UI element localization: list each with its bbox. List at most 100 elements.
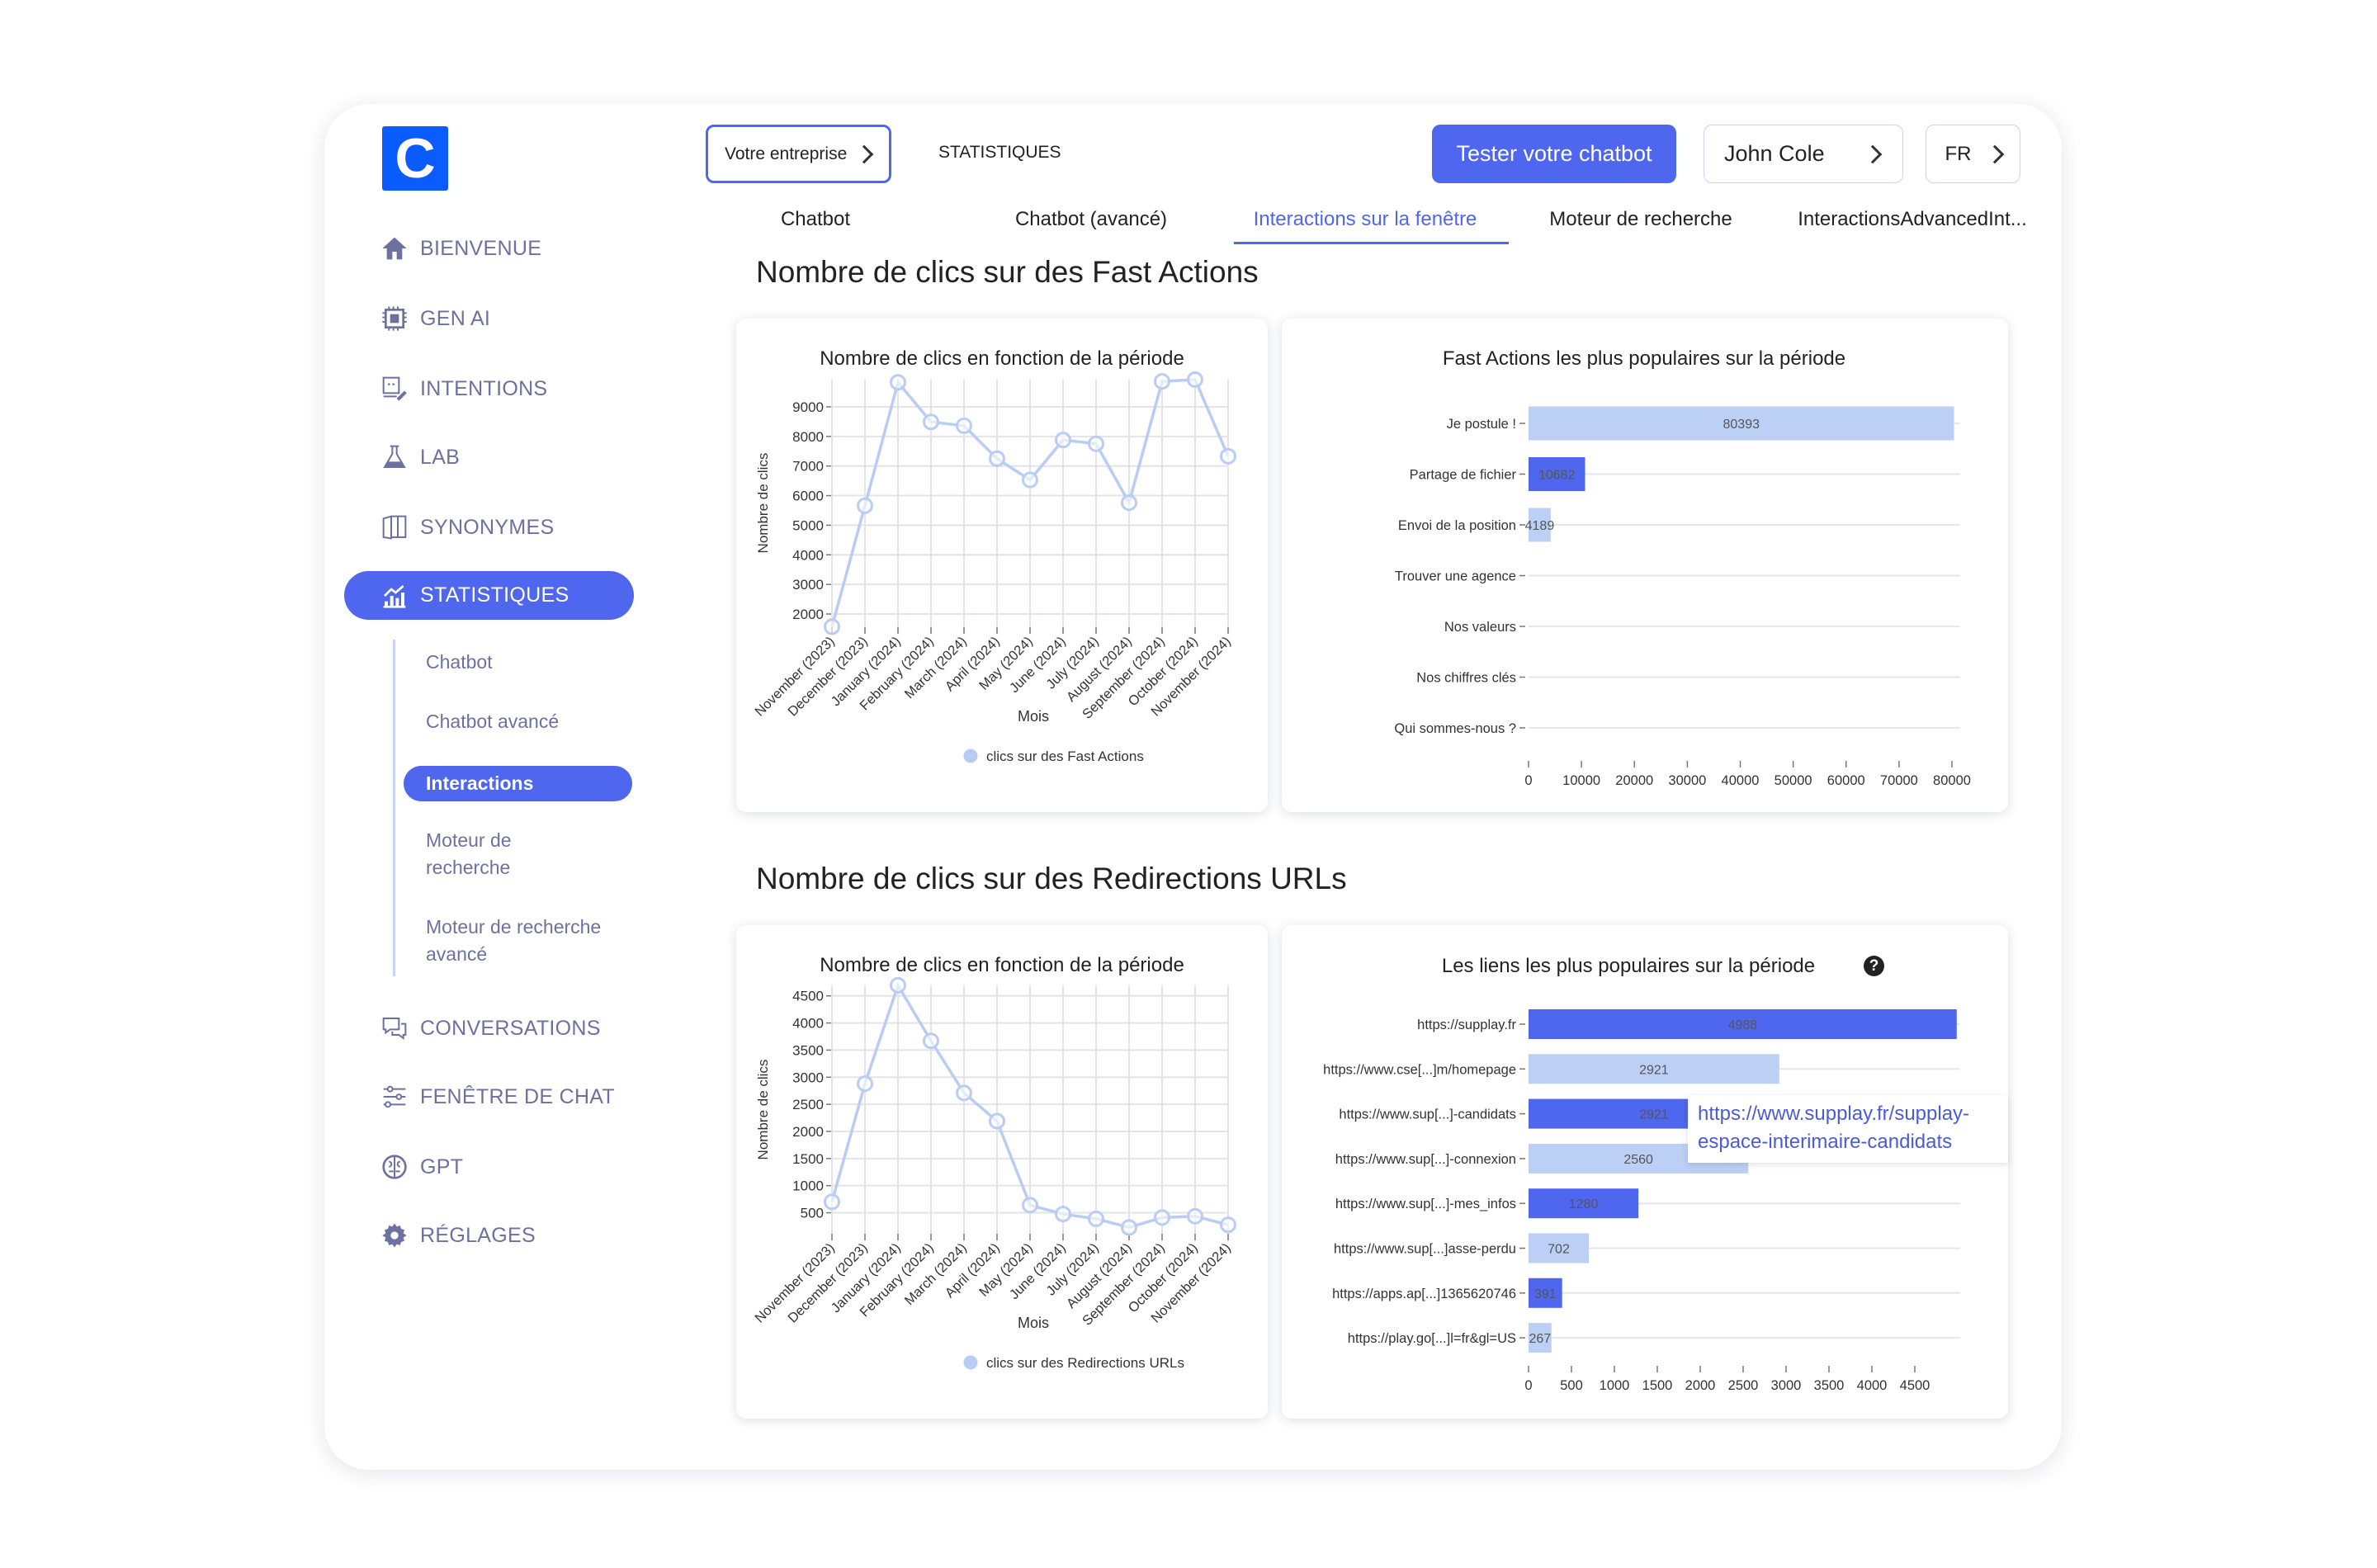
- data-point: [824, 618, 840, 635]
- submenu-item-moteur-de-recherche[interactable]: Moteur de recherche: [426, 829, 512, 878]
- sidebar-item-gpt[interactable]: GPT: [380, 1150, 463, 1183]
- tab-interactions-advanced[interactable]: InteractionsAdvancedInt...: [1798, 208, 2027, 230]
- x-tick-label: 2000: [1685, 1378, 1716, 1393]
- sidebar-item-synonymes[interactable]: SYNONYMES: [380, 511, 554, 544]
- intentions-icon: [380, 375, 409, 403]
- bar-value-label: 2921: [1639, 1063, 1669, 1077]
- book-icon: [380, 513, 409, 541]
- data-point: [1121, 494, 1137, 512]
- data-point: [1055, 1206, 1071, 1223]
- bar: [1529, 1233, 1590, 1263]
- user-name: John Cole: [1724, 141, 1825, 166]
- test-chatbot-button[interactable]: Tester votre chatbot: [1432, 125, 1676, 183]
- bar: [1529, 1009, 1957, 1039]
- data-point: [989, 1112, 1005, 1130]
- data-point: [923, 1032, 939, 1050]
- data-point: [1154, 1209, 1170, 1226]
- data-point: [1022, 1197, 1038, 1214]
- y-tick-label: 8000: [792, 429, 824, 445]
- y-tick-label: 4000: [792, 1016, 824, 1032]
- submenu-item-interactions[interactable]: Interactions: [404, 766, 632, 801]
- tab-chatbot[interactable]: Chatbot: [780, 208, 851, 230]
- bar: [1529, 1188, 1639, 1219]
- submenu-item-chatbot[interactable]: Chatbot: [426, 651, 493, 673]
- y-tick-label: 2000: [792, 1124, 824, 1140]
- sidebar-item-reglages[interactable]: RÉGLAGES: [380, 1219, 536, 1252]
- breadcrumb: STATISTIQUES: [938, 143, 1061, 162]
- bar-value-label: 4988: [1728, 1018, 1758, 1032]
- data-point: [1022, 471, 1038, 489]
- submenu-line: [393, 640, 395, 976]
- bar-value-label: 2921: [1639, 1108, 1669, 1122]
- category-label: Trouver une agence: [1395, 569, 1516, 584]
- sidebar-item-lab[interactable]: LAB: [380, 441, 460, 474]
- category-label: Qui sommes-nous ?: [1394, 721, 1516, 736]
- chevron-right-icon: [1863, 144, 1883, 163]
- chart-tooltip: https://www.supplay.fr/supplay-espace-in…: [1688, 1095, 2008, 1163]
- y-tick-label: 7000: [792, 459, 824, 475]
- x-axis-label: Mois: [1018, 708, 1049, 725]
- flask-icon: [380, 443, 409, 471]
- chart-title: Nombre de clics en fonction de la périod…: [820, 954, 1184, 976]
- x-tick-label: 40000: [1722, 773, 1760, 788]
- sidebar-item-statistiques[interactable]: STATISTIQUES: [344, 571, 634, 620]
- bar: [1529, 508, 1551, 542]
- sidebar-item-conversations[interactable]: CONVERSATIONS: [380, 1012, 601, 1045]
- sidebar-item-label: INTENTIONS: [420, 376, 548, 400]
- chart-title: Les liens les plus populaires sur la pér…: [1442, 955, 1815, 977]
- y-tick-label: 3000: [792, 1070, 824, 1085]
- data-point: [956, 1084, 972, 1102]
- x-tick-label: 10000: [1562, 773, 1600, 788]
- company-button[interactable]: Votre entreprise: [706, 125, 891, 183]
- logo[interactable]: C: [382, 126, 448, 191]
- x-tick-label: 3000: [1771, 1378, 1802, 1393]
- category-label: Je postule !: [1447, 417, 1516, 432]
- category-label: https://www.sup[...]asse-perdu: [1334, 1242, 1516, 1257]
- sidebar-item-fenetre-de-chat[interactable]: FENÊTRE DE CHAT: [380, 1080, 615, 1113]
- category-label: https://supplay.fr: [1417, 1018, 1516, 1032]
- tab-interactions-fenetre[interactable]: Interactions sur la fenêtre: [1253, 208, 1477, 230]
- active-tab-underline: [1234, 242, 1509, 244]
- sidebar-item-gen-ai[interactable]: GEN AI: [380, 302, 490, 335]
- y-tick-label: 500: [801, 1206, 824, 1221]
- y-tick-label: 6000: [792, 489, 824, 504]
- sidebar-item-label: GEN AI: [420, 306, 491, 330]
- sidebar-item-bienvenue[interactable]: BIENVENUE: [380, 232, 541, 265]
- legend-label: clics sur des Redirections URLs: [986, 1355, 1184, 1371]
- data-point: [824, 1193, 840, 1211]
- legend-label: clics sur des Fast Actions: [986, 749, 1144, 764]
- submenu-item-chatbot-avance[interactable]: Chatbot avancé: [426, 711, 560, 732]
- data-point: [890, 374, 906, 391]
- x-tick-label: 0: [1524, 1378, 1532, 1393]
- bar: [1529, 1323, 1552, 1353]
- question-circle-icon[interactable]: ?: [1864, 956, 1884, 976]
- x-tick-label: 3500: [1814, 1378, 1845, 1393]
- sidebar-item-intentions[interactable]: INTENTIONS: [380, 372, 547, 405]
- section-title-redirections: Nombre de clics sur des Redirections URL…: [756, 862, 1347, 895]
- chart-svg: Nombre de clics en fonction de la périod…: [752, 954, 1236, 1371]
- bar-value-label: 10682: [1538, 469, 1576, 483]
- bar-chart-links: Les liens les plus populaires sur la pér…: [1282, 925, 2008, 1419]
- company-button-label: Votre entreprise: [725, 144, 848, 163]
- tab-chatbot-avance[interactable]: Chatbot (avancé): [1014, 208, 1168, 230]
- bar: [1529, 1054, 1779, 1084]
- user-menu-button[interactable]: John Cole: [1704, 125, 1903, 183]
- x-tick-label: 0: [1524, 773, 1532, 788]
- y-tick-label: 5000: [792, 517, 824, 533]
- x-tick-label: 60000: [1827, 773, 1865, 788]
- x-tick-label: 4000: [1857, 1378, 1888, 1393]
- sidebar-item-label: LAB: [420, 445, 461, 469]
- tab-moteur-de-recherche[interactable]: Moteur de recherche: [1549, 208, 1732, 230]
- chart-svg: Les liens les plus populaires sur la pér…: [1323, 955, 1960, 1393]
- bar-value-label: 2560: [1623, 1153, 1653, 1167]
- category-label: https://play.go[...]l=fr&gl=US: [1348, 1331, 1516, 1346]
- bar-value-label: 391: [1534, 1287, 1557, 1301]
- x-tick-label: 20000: [1615, 773, 1653, 788]
- data-point: [1187, 371, 1203, 388]
- chip-icon: [380, 305, 409, 333]
- submenu-item-moteur-de-recherche-avance[interactable]: Moteur de recherche avancé: [426, 916, 602, 965]
- line-chart-redirections: Nombre de clics en fonction de la périod…: [736, 925, 1268, 1419]
- y-tick-label: 1500: [792, 1151, 824, 1167]
- language-selector[interactable]: FR: [1926, 125, 2020, 183]
- data-point: [1154, 373, 1170, 390]
